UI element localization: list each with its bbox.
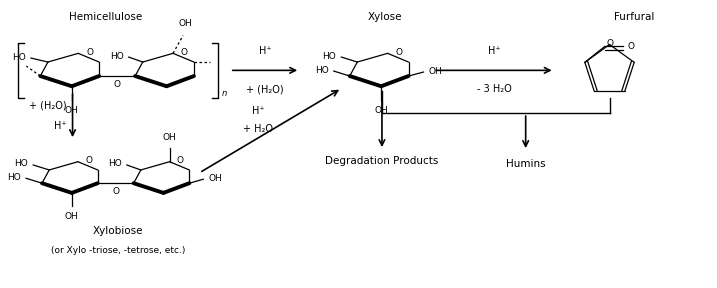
Text: Xylobiose: Xylobiose <box>93 226 143 236</box>
Text: O: O <box>396 48 402 57</box>
Text: O: O <box>113 80 120 90</box>
Text: H⁺: H⁺ <box>259 46 271 56</box>
Text: HO: HO <box>108 160 122 168</box>
Text: OH: OH <box>65 212 79 221</box>
Text: Hemicellulose: Hemicellulose <box>69 12 142 22</box>
Text: + H₂O: + H₂O <box>243 124 273 134</box>
Text: HO: HO <box>7 173 21 182</box>
Text: Furfural: Furfural <box>614 12 655 22</box>
Text: OH: OH <box>209 174 222 183</box>
Text: OH: OH <box>178 20 192 29</box>
Text: HO: HO <box>315 66 329 75</box>
Text: O: O <box>86 48 93 57</box>
Text: H⁺: H⁺ <box>252 106 265 116</box>
Text: HO: HO <box>12 53 26 62</box>
Text: OH: OH <box>65 106 79 115</box>
Text: n: n <box>222 89 227 98</box>
Text: (or Xylo -triose, -tetrose, etc.): (or Xylo -triose, -tetrose, etc.) <box>51 246 186 255</box>
Text: O: O <box>177 156 184 165</box>
Text: O: O <box>112 187 119 196</box>
Text: HO: HO <box>14 160 28 168</box>
Text: H⁺: H⁺ <box>488 46 500 56</box>
Text: Degradation Products: Degradation Products <box>326 156 439 166</box>
Text: + (H₂O): + (H₂O) <box>29 101 67 111</box>
Text: OH: OH <box>429 67 442 75</box>
Text: O: O <box>606 39 613 48</box>
Text: O: O <box>181 48 188 57</box>
Text: HO: HO <box>323 52 336 60</box>
Text: HO: HO <box>110 52 124 60</box>
Text: Humins: Humins <box>506 159 546 169</box>
Text: O: O <box>628 42 635 51</box>
Text: - 3 H₂O: - 3 H₂O <box>477 84 511 94</box>
Text: H⁺: H⁺ <box>54 121 67 130</box>
Text: OH: OH <box>374 106 388 115</box>
Text: + (H₂O): + (H₂O) <box>246 84 284 94</box>
Text: Xylose: Xylose <box>368 12 402 22</box>
Text: OH: OH <box>163 133 176 142</box>
Text: O: O <box>85 156 92 165</box>
